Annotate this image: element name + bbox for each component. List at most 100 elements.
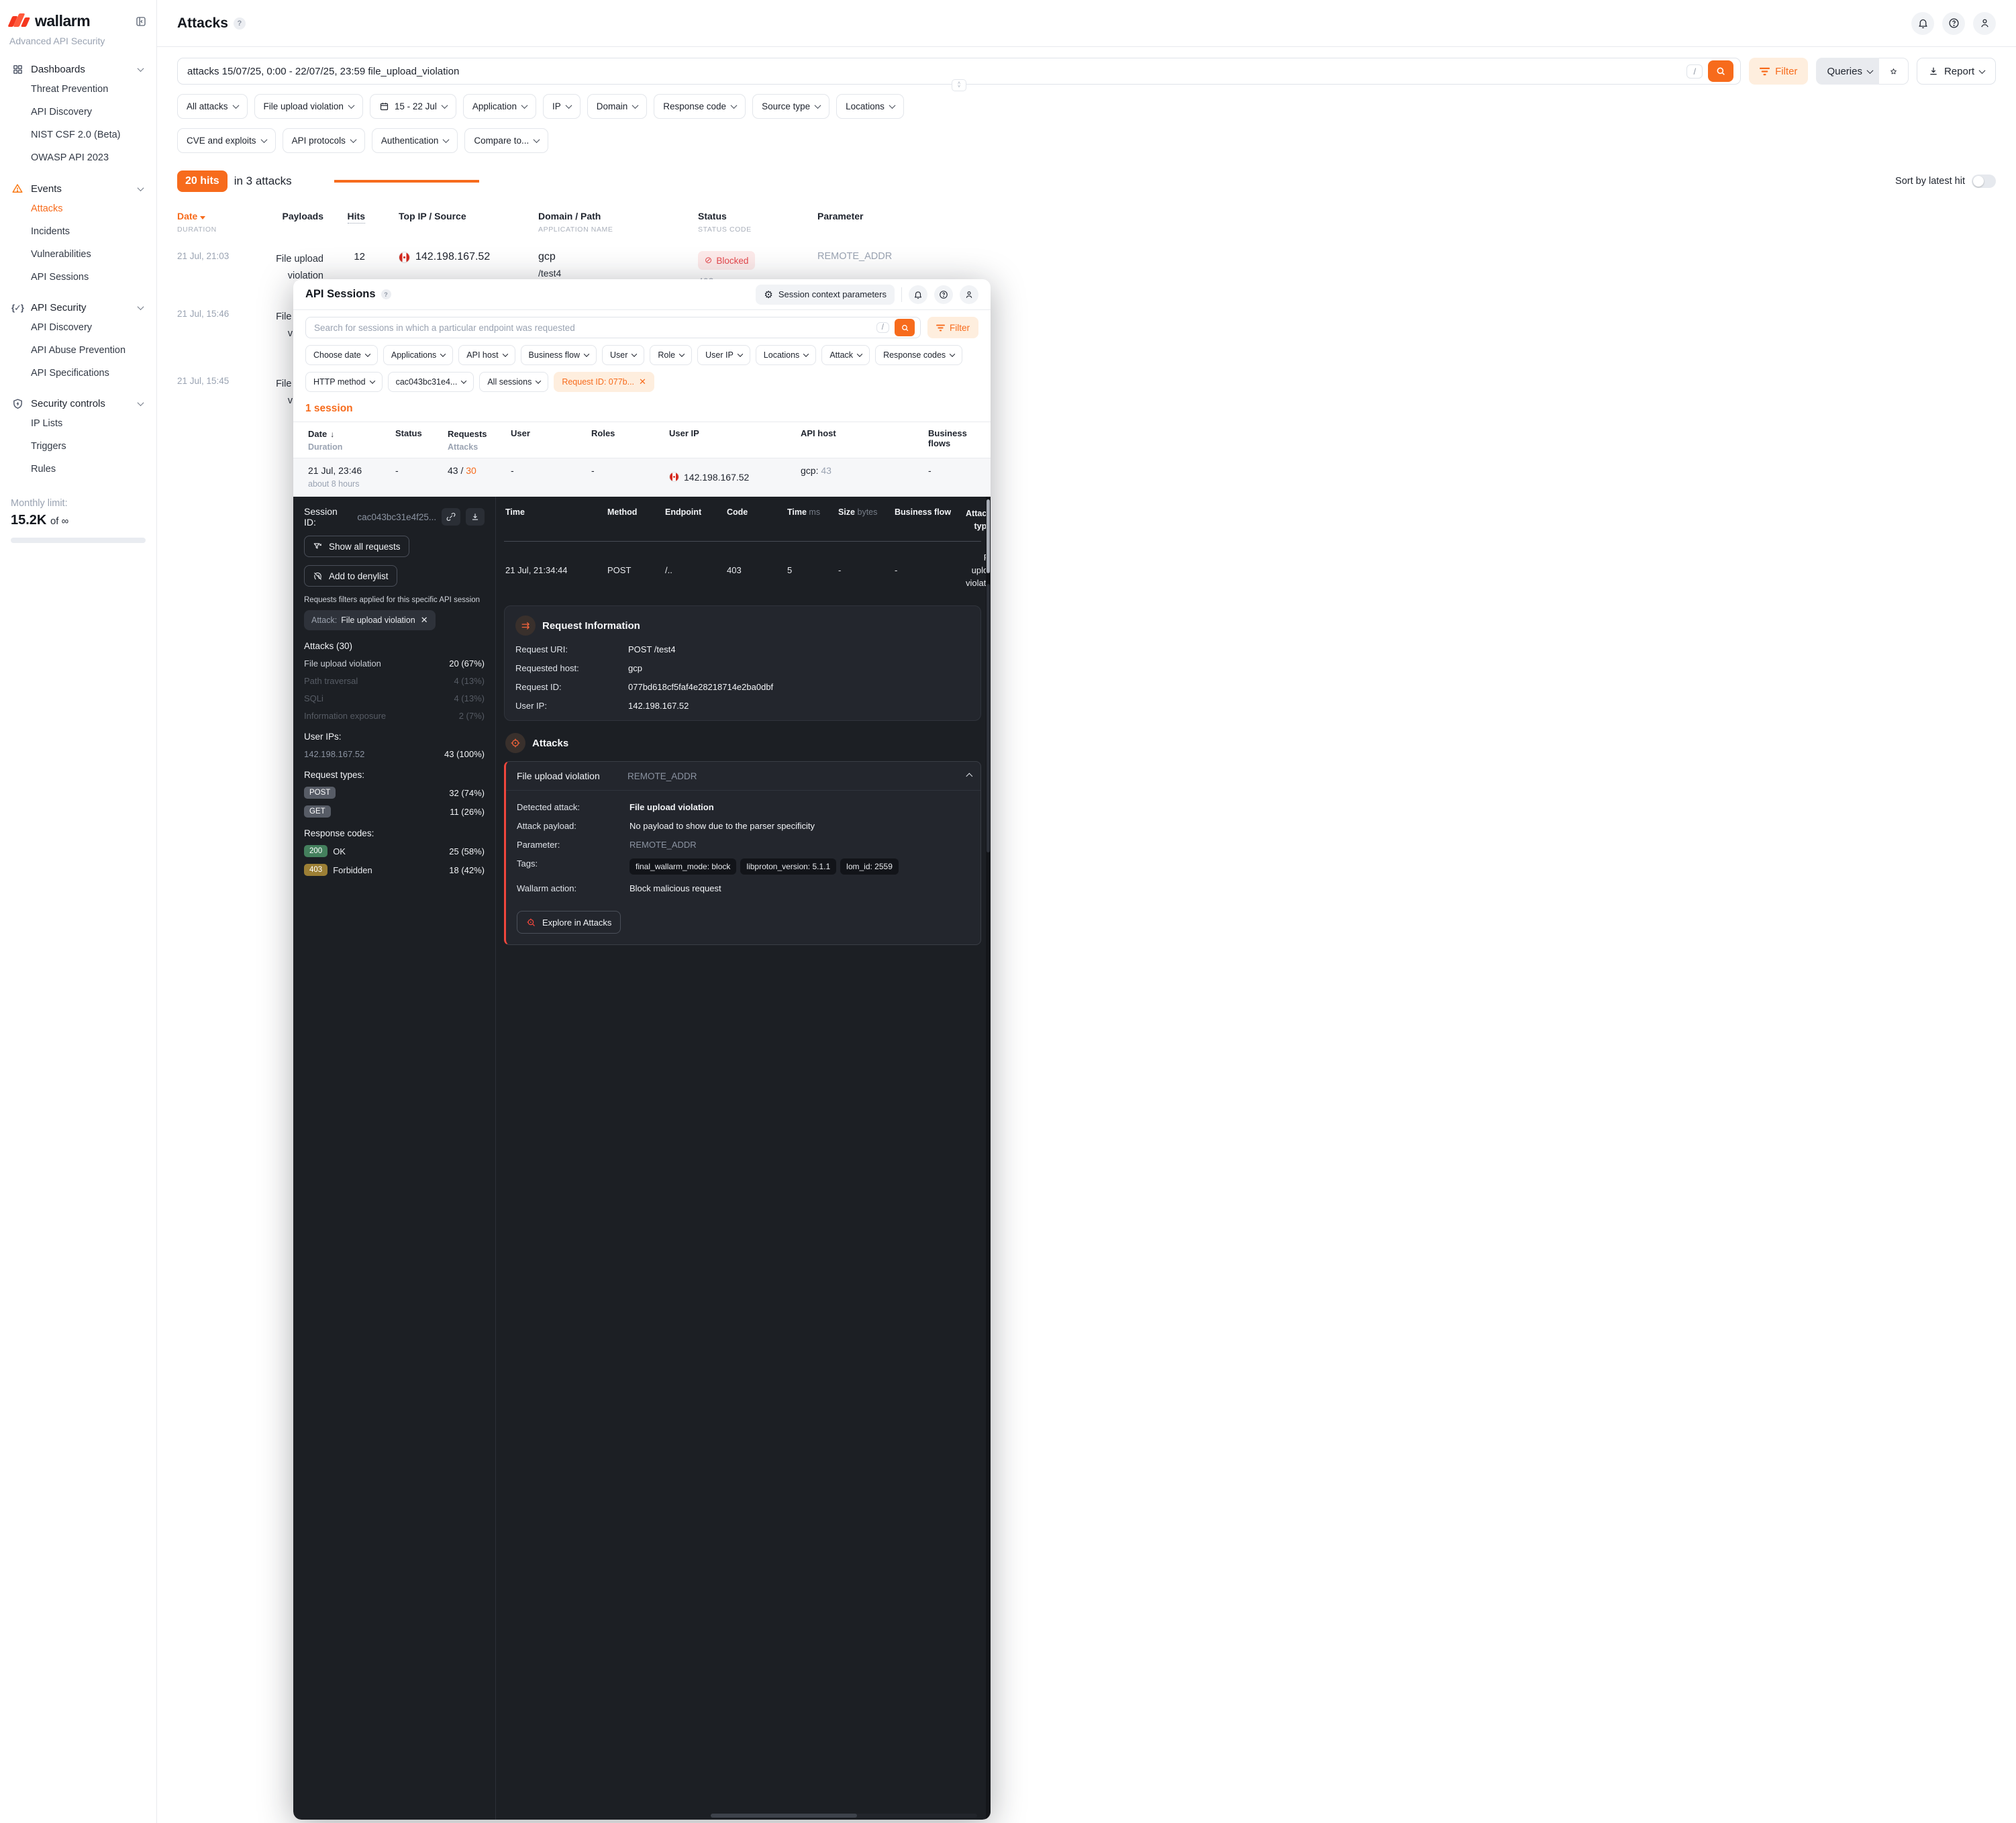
attack-row-1[interactable]: 21 Jul, 21:03 File upload violation 12 1… (177, 251, 893, 293)
sidebar-collapse-icon[interactable] (135, 15, 147, 28)
response-code-row[interactable]: 403 Forbidden 18 (42%) (304, 864, 485, 876)
sidebar-item-api-specifications[interactable]: API Specifications (31, 368, 109, 379)
attack-card-header[interactable]: File upload violation REMOTE_ADDR (506, 762, 980, 791)
attack-stat-row[interactable]: SQLi 4 (13%) (304, 693, 485, 703)
chip-role[interactable]: Role (650, 345, 693, 365)
horizontal-scrollbar[interactable] (711, 1814, 977, 1818)
chevron-up-icon[interactable] (966, 773, 973, 779)
chip-attack[interactable]: Attack (821, 345, 870, 365)
attack-stat-row[interactable]: Path traversal 4 (13%) (304, 676, 485, 686)
chip-all-attacks[interactable]: All attacks (177, 94, 248, 119)
chip-business-flow[interactable]: Business flow (520, 345, 597, 365)
close-icon[interactable]: ✕ (639, 377, 646, 387)
chip-http-method[interactable]: HTTP method (305, 372, 383, 392)
explore-in-attacks-button[interactable]: Explore in Attacks (517, 911, 621, 934)
chip-source-type[interactable]: Source type (752, 94, 830, 119)
vertical-scrollbar[interactable] (986, 497, 991, 1820)
chip-ip[interactable]: IP (542, 94, 581, 119)
request-row[interactable]: 21 Jul, 21:34:44 POST /.. 403 5 - - File… (505, 552, 991, 588)
session-context-parameters-button[interactable]: ⚙ Session context parameters (756, 284, 895, 305)
add-to-denylist-button[interactable]: Add to denylist (304, 565, 397, 587)
download-icon[interactable] (466, 508, 485, 526)
queries-dropdown[interactable]: Queries (1816, 58, 1879, 85)
sidebar-item-api-discovery[interactable]: API Discovery (31, 107, 93, 117)
sessions-filter-button[interactable]: Filter (927, 317, 978, 338)
chip-response-code[interactable]: Response code (654, 94, 746, 119)
sessions-search-button[interactable] (895, 319, 915, 336)
chip-compare-to[interactable]: Compare to... (464, 128, 549, 153)
chip-date-range[interactable]: 15 - 22 Jul (369, 94, 456, 119)
sidebar-item-incidents[interactable]: Incidents (31, 226, 70, 237)
chip-session-id[interactable]: cac043bc31e4... (387, 372, 474, 392)
sidebar-item-threat-prevention[interactable]: Threat Prevention (31, 84, 109, 95)
chip-cve-exploits[interactable]: CVE and exploits (177, 128, 276, 153)
chip-attack-type[interactable]: File upload violation (254, 94, 363, 119)
sidebar-item-attacks[interactable]: Attacks (31, 203, 63, 214)
favorite-star-button[interactable] (1878, 58, 1909, 85)
sidebar-section-dashboards[interactable]: Dashboards (9, 61, 147, 78)
chip-api-protocols[interactable]: API protocols (282, 128, 365, 153)
chip-choose-date[interactable]: Choose date (305, 345, 378, 365)
chip-all-sessions[interactable]: All sessions (479, 372, 549, 392)
filter-button[interactable]: Filter (1749, 58, 1809, 85)
attacks-search-input[interactable] (187, 65, 1687, 77)
section-label: Dashboards (31, 64, 85, 75)
chip-user[interactable]: User (601, 345, 645, 365)
user-profile-icon[interactable] (1973, 11, 1996, 35)
attack-stat-row[interactable]: File upload violation 20 (67%) (304, 658, 485, 669)
attack-filter-chip[interactable]: Attack: File upload violation ✕ (304, 610, 436, 630)
chevron-down-icon (137, 65, 144, 72)
sidebar-section-api-security[interactable]: {✓} API Security (9, 299, 147, 316)
copy-link-icon[interactable] (442, 508, 461, 526)
sidebar-section-events[interactable]: Events (9, 180, 147, 197)
requests-table-header: Time Method Endpoint Code Time ms Size b… (504, 503, 991, 542)
chip-locations[interactable]: Locations (755, 345, 817, 365)
search-button[interactable] (1708, 60, 1734, 82)
sidebar-item-owasp-api[interactable]: OWASP API 2023 (31, 152, 109, 163)
notifications-bell-icon[interactable] (1911, 11, 1934, 35)
page-header: Attacks ? (157, 0, 2016, 47)
chip-user-ip[interactable]: User IP (697, 345, 750, 365)
user-ip-stat-row[interactable]: 142.198.167.52 43 (100%) (304, 749, 485, 759)
chip-applications[interactable]: Applications (383, 345, 454, 365)
sessions-search-input[interactable] (314, 322, 876, 333)
help-icon[interactable] (934, 285, 953, 304)
modal-help-icon[interactable]: ? (381, 289, 391, 299)
attack-stat-row[interactable]: Information exposure 2 (7%) (304, 711, 485, 721)
sidebar-item-ip-lists[interactable]: IP Lists (31, 418, 63, 429)
sidebar-item-nist-csf[interactable]: NIST CSF 2.0 (Beta) (31, 130, 121, 140)
chip-response-codes[interactable]: Response codes (875, 345, 963, 365)
column-top-ip: Top IP / Source (399, 211, 466, 221)
sort-label: Sort by latest hit (1895, 176, 1965, 187)
chip-authentication[interactable]: Authentication (371, 128, 458, 153)
column-hits[interactable]: Hits (347, 211, 365, 224)
chip-request-id[interactable]: Request ID: 077b... ✕ (554, 372, 654, 392)
user-profile-icon[interactable] (960, 285, 978, 304)
chip-locations[interactable]: Locations (836, 94, 904, 119)
request-type-row[interactable]: GET 11 (26%) (304, 805, 485, 818)
response-code-row[interactable]: 200 OK 25 (58%) (304, 845, 485, 857)
search-resize-handle[interactable]: ˄ ˅ (952, 79, 967, 91)
notifications-bell-icon[interactable] (909, 285, 927, 304)
show-all-requests-button[interactable]: Show all requests (304, 536, 409, 557)
sidebar-item-triggers[interactable]: Triggers (31, 441, 66, 452)
sidebar-item-rules[interactable]: Rules (31, 464, 56, 475)
page-help-icon[interactable]: ? (233, 17, 246, 30)
report-button[interactable]: Report (1916, 58, 1996, 85)
column-date[interactable]: Date (177, 211, 252, 221)
sort-toggle[interactable] (1972, 175, 1996, 188)
sidebar-item-vulnerabilities[interactable]: Vulnerabilities (31, 249, 91, 260)
chip-application[interactable]: Application (462, 94, 536, 119)
close-icon[interactable]: ✕ (420, 615, 428, 625)
sidebar-section-security-controls[interactable]: Security controls (9, 395, 147, 412)
chip-domain[interactable]: Domain (587, 94, 648, 119)
sidebar-item-api-discovery-2[interactable]: API Discovery (31, 322, 93, 333)
sessions-search-wrap: / (305, 317, 921, 338)
session-row[interactable]: 21 Jul, 23:46 about 8 hours - 43 / 30 - -… (293, 458, 991, 497)
sidebar-item-api-sessions[interactable]: API Sessions (31, 272, 89, 283)
help-icon[interactable] (1942, 11, 1965, 35)
request-type-row[interactable]: POST 32 (74%) (304, 787, 485, 799)
sidebar-item-api-abuse-prevention[interactable]: API Abuse Prevention (31, 345, 126, 356)
keyboard-shortcut-badge: / (1686, 64, 1703, 79)
chip-api-host[interactable]: API host (458, 345, 515, 365)
